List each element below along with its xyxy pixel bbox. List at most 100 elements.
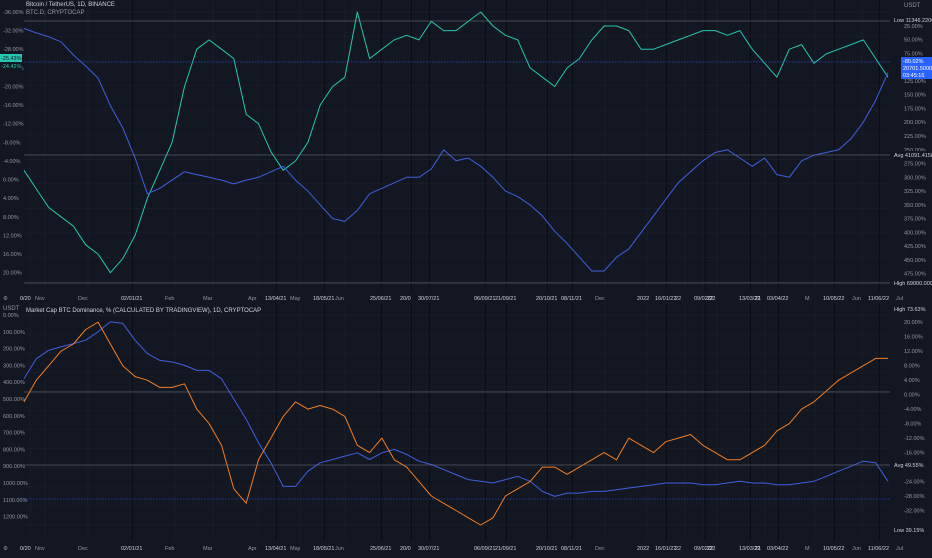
left-tick-label: -28.00%: [3, 47, 24, 53]
left-tick-label: -16.00%: [3, 103, 24, 109]
right-tick-label: -4.00%: [904, 407, 922, 413]
right-tick-label: 350.00%: [904, 203, 926, 209]
x-tick-label: Jul: [896, 546, 903, 552]
right-tick-label: -24.00%: [904, 480, 925, 486]
left-tag-1: -25.43%: [1, 56, 22, 62]
right-tick-label: 150.00%: [904, 93, 926, 99]
left-tick-label: -8.00%: [3, 140, 21, 146]
session-band: [505, 0, 507, 290]
session-band: [878, 0, 880, 290]
x-tick-label: 16/01/22: [655, 546, 676, 552]
session-band: [380, 303, 382, 540]
x-tick-label: 03/04/22: [767, 546, 788, 552]
left-tick-label: 8.00%: [3, 215, 19, 221]
left-tick-label: 400.00%: [3, 380, 25, 386]
x-tick-label: Jul: [896, 296, 903, 302]
right-tick-label: -32.00%: [904, 509, 925, 515]
x-tick-label: 09/02/22: [694, 296, 715, 302]
session-band: [275, 0, 277, 290]
x-tick-label: 22: [707, 546, 713, 552]
session-band: [484, 303, 486, 540]
x-tick-label: 02/01/21: [121, 546, 142, 552]
right-tick-label: 300.00%: [904, 175, 926, 181]
left-tick-label: 700.00%: [3, 431, 25, 437]
x-axis-settings-icon: ⚙: [3, 295, 8, 302]
session-band: [665, 303, 667, 540]
session-band: [275, 303, 277, 540]
right-tick-label: -12.00%: [904, 436, 925, 442]
x-tick-label: 21: [755, 546, 761, 552]
bottom-chart-title: Market Cap BTC Dominance, % (CALCULATED …: [26, 308, 262, 314]
bottom-x-axis[interactable]: ⚙ 0/20 Nov Dec 02/01/21 Feb Mar Apr 13/04/21 May 1…: [0, 540, 932, 552]
session-band: [833, 0, 835, 290]
x-tick-label: Jun: [852, 296, 861, 302]
x-tick-label: Dec: [595, 296, 605, 302]
right-tick-label: 125.00%: [904, 79, 926, 85]
x-tick-label: May: [290, 546, 301, 552]
left-tick-label: 100.00%: [3, 330, 25, 336]
left-tick-label: 0.00%: [3, 313, 19, 319]
x-tick-label: M: [805, 546, 810, 552]
high-tag-bg: [892, 279, 932, 287]
right-tag-3: 03:45:16: [903, 73, 924, 79]
x-tick-label: May: [290, 296, 301, 302]
x-axis-settings-icon: ⚙: [3, 545, 8, 552]
x-tick-label: Jun: [335, 546, 344, 552]
x-tick-label: Apr: [248, 296, 257, 302]
x-tick-label: Apr: [248, 546, 257, 552]
bottom-avg-tag-bg: [892, 461, 932, 469]
x-tick-label: 11/06/22: [868, 546, 889, 552]
x-tick-label: 0/20: [20, 546, 31, 552]
left-tick-label: 1200.00%: [3, 515, 28, 521]
series-line-2: [23, 321, 888, 526]
session-band: [749, 0, 751, 290]
session-band: [131, 0, 133, 290]
session-band: [380, 0, 382, 290]
x-tick-label: Dec: [78, 296, 88, 302]
right-tick-label: 25.00%: [904, 24, 923, 30]
right-tick-label: -28.00%: [904, 494, 925, 500]
top-chart-svg[interactable]: -36.00%-32.00%-28.00%-24.00%-20.00%-16.0…: [0, 0, 932, 290]
x-tick-label: 30/07/21: [418, 296, 439, 302]
x-tick-label: 2022: [637, 296, 649, 302]
session-band: [704, 303, 706, 540]
left-tick-label: 20.00%: [3, 271, 22, 277]
avg-tag: Avg 41091.4158: [894, 153, 932, 159]
x-tick-label: 08/11/21: [561, 296, 582, 302]
right-tick-label: -8.00%: [904, 422, 922, 428]
x-tick-label: Mar: [203, 296, 213, 302]
x-tick-label: 06/09/21: [474, 546, 495, 552]
session-band: [833, 303, 835, 540]
right-tick-label: 0.00%: [904, 393, 920, 399]
session-band: [777, 0, 779, 290]
x-tick-label: 20/0: [400, 546, 411, 552]
low-tag-bg: [892, 16, 932, 24]
left-tag-2-bg: [0, 62, 22, 70]
x-tick-label: 06/09/21: [474, 296, 495, 302]
bottom-chart-svg[interactable]: 0.00% 100.00% 200.00% 300.00% 400.00% 500.00%…: [0, 303, 932, 540]
x-tick-label: 13/04/21: [265, 296, 286, 302]
right-tick-label: 75.00%: [904, 51, 923, 57]
right-tick-label: 4.00%: [904, 378, 920, 384]
x-tick-label: 22: [675, 546, 681, 552]
session-band: [749, 303, 751, 540]
top-chart-pane[interactable]: -36.00%-32.00%-28.00%-24.00%-20.00%-16.0…: [0, 0, 932, 290]
x-tick-label: 25/06/21: [370, 296, 391, 302]
x-tick-label: Jun: [335, 296, 344, 302]
right-tick-label: 8.00%: [904, 364, 920, 370]
series-line-1: [23, 321, 889, 497]
right-tick-label: 475.00%: [904, 272, 926, 278]
x-tick-label: 08/11/21: [561, 546, 582, 552]
x-tick-label: Feb: [165, 296, 174, 302]
bottom-chart-pane[interactable]: 0.00% 100.00% 200.00% 300.00% 400.00% 500.00%…: [0, 303, 932, 540]
x-tick-label: 2022: [637, 546, 649, 552]
left-tick-label: 300.00%: [3, 363, 25, 369]
top-x-axis[interactable]: ⚙ 0/20 Nov Dec 02/01/21 Feb Mar Apr 13/04/21 May 1…: [0, 290, 932, 302]
x-tick-label: 25/06/21: [370, 546, 391, 552]
session-band: [410, 0, 412, 290]
x-tick-label: 13/03/22: [739, 296, 760, 302]
x-tick-label: 11/06/22: [868, 296, 889, 302]
x-tick-label: 20/10/21: [536, 296, 557, 302]
right-tick-label: 425.00%: [904, 244, 926, 250]
right-tick-label: 175.00%: [904, 106, 926, 112]
